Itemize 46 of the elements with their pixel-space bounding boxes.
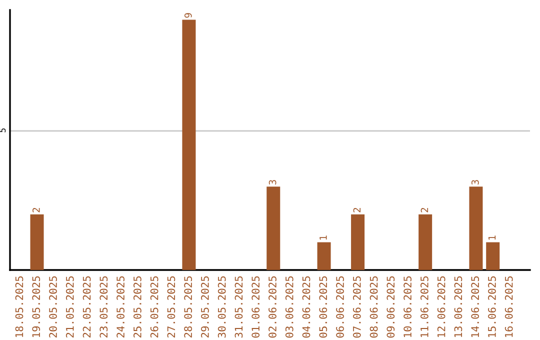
- x-tick-label: 19.05.2025: [32, 276, 40, 338]
- x-tick-label: 20.05.2025: [49, 276, 57, 338]
- x-tick-label: 04.06.2025: [302, 276, 310, 338]
- x-tick-label: 05.06.2025: [319, 276, 328, 338]
- x-tick-label: 23.05.2025: [100, 276, 108, 338]
- data-label: 1: [320, 236, 327, 240]
- x-tick-label: 30.05.2025: [218, 276, 226, 338]
- x-tick-label: 24.05.2025: [116, 276, 124, 338]
- x-tick-label: 27.05.2025: [167, 276, 176, 338]
- x-tick-label: 06.06.2025: [336, 276, 344, 338]
- bar: [266, 186, 280, 270]
- x-tick-label: 25.05.2025: [133, 276, 142, 338]
- x-tick-label: 08.06.2025: [370, 276, 378, 338]
- x-tick-label: 07.06.2025: [352, 276, 361, 338]
- bar: [182, 20, 196, 270]
- x-tick-label: 21.05.2025: [66, 276, 74, 338]
- bar: [351, 214, 365, 270]
- data-label: 2: [353, 208, 360, 212]
- x-tick-label: 02.06.2025: [268, 276, 276, 338]
- data-label: 3: [471, 180, 479, 185]
- bar: [486, 242, 500, 270]
- x-tick-label: 10.06.2025: [404, 276, 412, 338]
- x-tick-label: 16.06.2025: [504, 276, 513, 338]
- x-tick-label: 09.06.2025: [386, 276, 395, 338]
- bar: [317, 242, 331, 270]
- data-label: 2: [420, 208, 428, 212]
- bar: [30, 214, 44, 270]
- bar: [418, 214, 432, 270]
- x-tick-label: 22.05.2025: [82, 276, 91, 338]
- data-label: 1: [488, 236, 496, 240]
- x-tick-label: 15.06.2025: [488, 276, 496, 338]
- x-tick-label: 12.06.2025: [437, 276, 446, 338]
- x-tick-label: 29.05.2025: [201, 276, 209, 338]
- x-tick-label: 13.06.2025: [454, 276, 462, 338]
- x-tick-label: 26.05.2025: [150, 276, 158, 338]
- x-tick-label: 28.05.2025: [184, 276, 192, 338]
- x-tick-label: 31.05.2025: [234, 276, 243, 338]
- x-tick-label: 14.06.2025: [471, 276, 480, 338]
- x-tick-label: 11.06.2025: [420, 276, 428, 338]
- data-label: 3: [268, 180, 276, 185]
- x-tick-label: 03.06.2025: [285, 276, 294, 338]
- x-tick-label: 18.05.2025: [15, 276, 24, 338]
- bar: [469, 186, 483, 270]
- data-label: 2: [32, 208, 40, 212]
- x-tick-label: 01.06.2025: [252, 276, 260, 338]
- data-label: 9: [184, 13, 192, 18]
